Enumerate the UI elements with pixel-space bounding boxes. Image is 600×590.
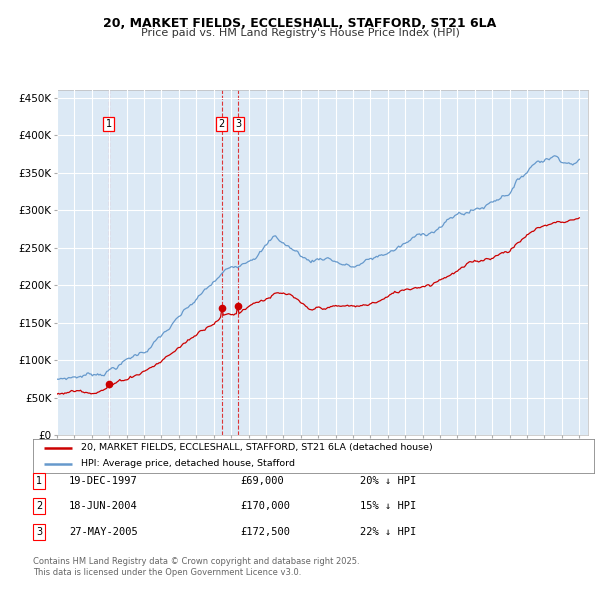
Text: 18-JUN-2004: 18-JUN-2004 bbox=[69, 502, 138, 511]
Text: £172,500: £172,500 bbox=[240, 527, 290, 536]
Text: 19-DEC-1997: 19-DEC-1997 bbox=[69, 476, 138, 486]
Text: Contains HM Land Registry data © Crown copyright and database right 2025.: Contains HM Land Registry data © Crown c… bbox=[33, 558, 359, 566]
Text: 1: 1 bbox=[36, 476, 42, 486]
Text: 2: 2 bbox=[36, 502, 42, 511]
Text: 20, MARKET FIELDS, ECCLESHALL, STAFFORD, ST21 6LA (detached house): 20, MARKET FIELDS, ECCLESHALL, STAFFORD,… bbox=[80, 443, 433, 452]
Text: 27-MAY-2005: 27-MAY-2005 bbox=[69, 527, 138, 536]
Text: 3: 3 bbox=[36, 527, 42, 536]
Text: HPI: Average price, detached house, Stafford: HPI: Average price, detached house, Staf… bbox=[80, 459, 295, 468]
Text: 2: 2 bbox=[218, 119, 225, 129]
Text: This data is licensed under the Open Government Licence v3.0.: This data is licensed under the Open Gov… bbox=[33, 568, 301, 577]
Text: 3: 3 bbox=[235, 119, 241, 129]
Text: 20% ↓ HPI: 20% ↓ HPI bbox=[360, 476, 416, 486]
Text: 1: 1 bbox=[106, 119, 112, 129]
Text: 22% ↓ HPI: 22% ↓ HPI bbox=[360, 527, 416, 536]
Text: £69,000: £69,000 bbox=[240, 476, 284, 486]
Text: 20, MARKET FIELDS, ECCLESHALL, STAFFORD, ST21 6LA: 20, MARKET FIELDS, ECCLESHALL, STAFFORD,… bbox=[103, 17, 497, 30]
Text: £170,000: £170,000 bbox=[240, 502, 290, 511]
Text: Price paid vs. HM Land Registry's House Price Index (HPI): Price paid vs. HM Land Registry's House … bbox=[140, 28, 460, 38]
Text: 15% ↓ HPI: 15% ↓ HPI bbox=[360, 502, 416, 511]
